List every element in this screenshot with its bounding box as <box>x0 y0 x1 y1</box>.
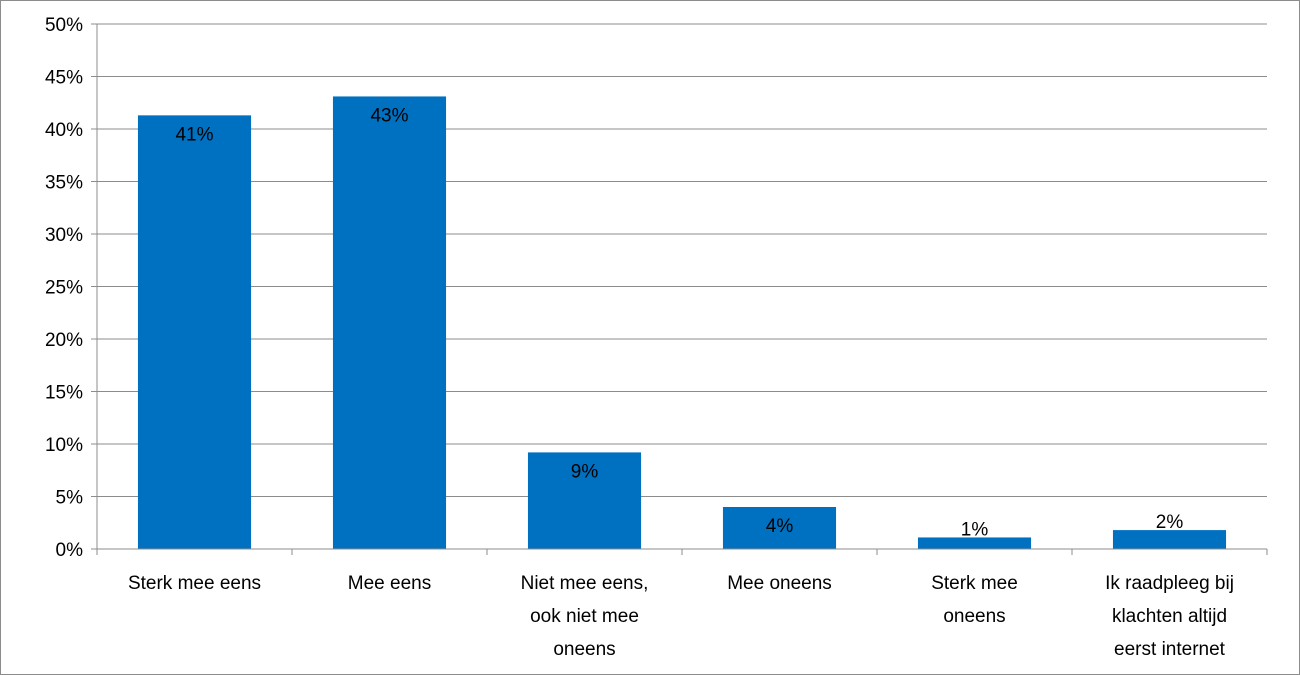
category-label-line: Niet mee eens, <box>521 573 649 594</box>
labels: 0% 5% 10% 15% 20% 25% 30% 35% 40% 45% 50% 41% Sterk … <box>45 15 1234 660</box>
y-tick-label: 5% <box>56 488 84 509</box>
bar <box>1112 530 1227 549</box>
data-label: 2% <box>1156 512 1184 533</box>
y-tick-label: 40% <box>45 120 83 141</box>
data-label: 9% <box>571 461 599 482</box>
category-label-line: oneens <box>553 639 615 660</box>
y-tick-label: 25% <box>45 278 83 299</box>
bar <box>332 96 447 549</box>
category-label-line: Sterk mee <box>931 573 1018 594</box>
category-label: Niet mee eens, ook niet mee oneens <box>521 573 649 660</box>
axes <box>91 23 1268 555</box>
category-label: Mee oneens <box>727 573 832 594</box>
category-label: Sterk mee oneens <box>931 573 1018 627</box>
y-tick-label: 15% <box>45 383 83 404</box>
bar <box>722 507 837 549</box>
bar <box>137 115 252 549</box>
y-tick-label: 30% <box>45 225 83 246</box>
category-label: Sterk mee eens <box>128 573 261 594</box>
bar <box>527 452 642 549</box>
y-tick-label: 0% <box>56 540 84 561</box>
category-label-line: Ik raadpleeg bij <box>1105 573 1234 594</box>
data-label: 43% <box>370 105 408 126</box>
category-label-line: ook niet mee <box>530 606 639 627</box>
category-label-line: klachten altijd <box>1112 606 1227 627</box>
bar <box>917 537 1032 549</box>
y-tick-label: 50% <box>45 15 83 36</box>
bars <box>137 96 1227 549</box>
data-label: 1% <box>961 519 989 540</box>
category-label-line: Mee eens <box>348 573 431 594</box>
category-label-line: Mee oneens <box>727 573 832 594</box>
y-tick-label: 35% <box>45 173 83 194</box>
category-label: Ik raadpleeg bij klachten altijd eerst int… <box>1105 573 1234 660</box>
y-tick-label: 20% <box>45 330 83 351</box>
category-label-line: Sterk mee eens <box>128 573 261 594</box>
category-label: Mee eens <box>348 573 431 594</box>
data-label: 41% <box>175 124 213 145</box>
category-label-line: eerst internet <box>1114 639 1226 660</box>
y-tick-label: 10% <box>45 435 83 456</box>
category-label-line: oneens <box>943 606 1005 627</box>
data-label: 4% <box>766 516 794 537</box>
gridlines <box>97 23 1267 497</box>
y-tick-label: 45% <box>45 68 83 89</box>
